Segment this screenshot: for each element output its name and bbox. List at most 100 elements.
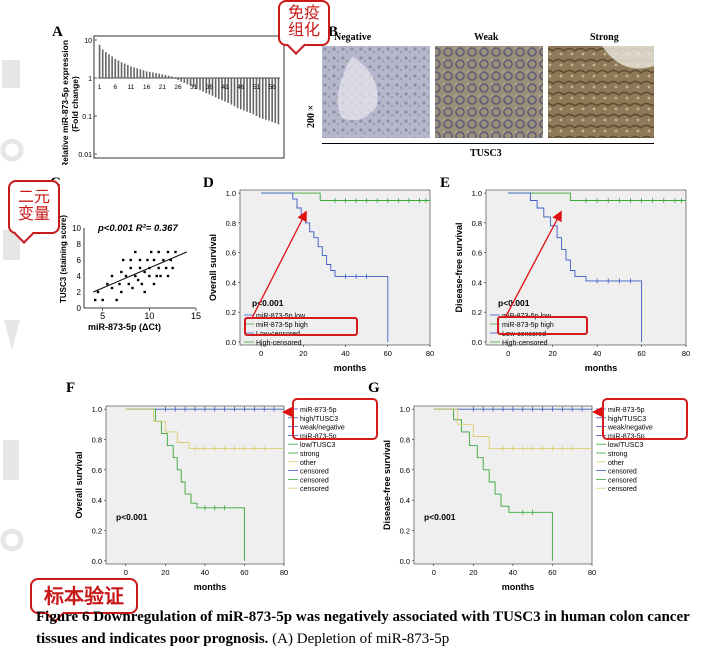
km-xtick: 60 <box>384 349 392 358</box>
panel-a-xtick: 51 <box>253 84 261 91</box>
km-xtick: 0 <box>259 349 263 358</box>
panel-a-xtick: 11 <box>128 84 135 91</box>
km-ytick: 1.0 <box>92 405 102 414</box>
km-ytick: 0.4 <box>400 496 410 505</box>
panel-c-ylabel: TUSC3 (staining score) <box>59 215 68 303</box>
panel-c-point <box>164 266 168 270</box>
km-line-green <box>508 192 686 201</box>
km-xtick: 80 <box>682 349 690 358</box>
panel-c-point <box>120 270 123 274</box>
panel-c-point <box>101 298 104 302</box>
km-plot-area <box>413 405 593 565</box>
km-ytick: 0.0 <box>400 557 410 566</box>
panel-b-images <box>322 46 654 138</box>
panel-a-xtick: 31 <box>190 84 198 91</box>
panel-b-col-strong: Strong <box>590 32 619 43</box>
panel-a-ytick: 0.1 <box>82 114 92 121</box>
panel-c-point <box>96 290 100 294</box>
km-ylabel: Disease-free survival <box>382 440 392 530</box>
km-legend-item: High-censored <box>502 340 548 347</box>
km-ytick: 0.4 <box>226 278 236 287</box>
km-legend-item: miR-873-5p <box>608 433 645 440</box>
panel-a-xtick: 21 <box>159 84 167 91</box>
panel-a-xtick: 16 <box>143 84 151 91</box>
km-xtick: 40 <box>341 349 349 358</box>
km-pvalue: p<0.001 <box>252 298 284 308</box>
panel-c-point <box>127 282 130 286</box>
panel-c-point <box>157 250 160 254</box>
km-ytick: 1.0 <box>226 189 236 198</box>
panel-b-label: B <box>328 24 339 40</box>
ihc-image-weak <box>435 46 543 138</box>
km-xtick: 20 <box>299 349 307 358</box>
panel-a-xtick: 56 <box>269 84 277 91</box>
km-plot-area <box>239 189 431 346</box>
panel-c-point <box>143 270 146 274</box>
km-ytick: 0.6 <box>92 466 102 475</box>
panel-c-point <box>110 286 114 290</box>
km-xtick: 60 <box>637 349 645 358</box>
km-line-green <box>125 408 245 561</box>
panel-a-xtick: 36 <box>206 84 214 91</box>
km-xtick: 60 <box>548 568 556 577</box>
km-ytick: 0.0 <box>92 557 102 566</box>
km-legend-item: censored <box>608 469 637 476</box>
panel-c-ytick: 2 <box>77 288 82 297</box>
km-legend-item: low/TUSC3 <box>300 442 336 449</box>
km-legend-item: miR-873-5p <box>300 407 337 414</box>
km-xtick: 80 <box>280 568 288 577</box>
panel-c-point <box>129 258 132 262</box>
figure-caption: Figure 6 Downregulation of miR-873-5p wa… <box>36 606 696 650</box>
km-plot-area <box>105 405 285 565</box>
panel-c-point <box>136 278 140 282</box>
km-ytick: 0.4 <box>92 496 102 505</box>
panel-b-xlabel: TUSC3 <box>470 148 502 159</box>
panel-a-xtick: 6 <box>113 84 117 91</box>
km-ylabel: Overall survival <box>208 234 218 301</box>
km-legend-item: censored <box>300 477 329 484</box>
panel-a-label: A <box>52 24 63 40</box>
panel-a-xtick: 1 <box>98 84 102 91</box>
km-xtick: 40 <box>509 568 517 577</box>
panel-c-point <box>174 250 177 254</box>
km-ytick: 0.6 <box>226 249 236 258</box>
km-xtick: 40 <box>201 568 209 577</box>
callout-immuno: 免疫 组化 <box>278 0 330 46</box>
km-ytick: 0.8 <box>400 435 410 444</box>
panel-a-xtick: 46 <box>237 84 245 91</box>
km-legend-item: censored <box>608 486 637 493</box>
panel-c-ytick: 6 <box>77 256 82 265</box>
km-xlabel: months <box>585 363 618 373</box>
caption-normal: (A) Depletion of miR-873-5p <box>268 631 450 647</box>
watermark-strip <box>0 60 24 552</box>
panel-a-ytick: 1 <box>88 76 92 83</box>
panel-c-point <box>146 258 149 262</box>
panel-c-plot: 5 10 15 0 2 4 6 8 10 <box>72 224 201 321</box>
panel-c-chart: p<0.001 R²= 0.367 TUSC3 (staining score)… <box>59 215 201 332</box>
km-legend-item: other <box>608 460 625 467</box>
km-xlabel: months <box>334 363 367 373</box>
km-ytick: 0.8 <box>226 219 236 228</box>
panel-b-col-negative: Negative <box>334 32 372 43</box>
km-xtick: 80 <box>426 349 434 358</box>
km-legend-item: strong <box>608 451 628 458</box>
panel-c-point <box>110 274 114 278</box>
panel-a-ytick: 0.01 <box>78 152 92 159</box>
km-xlabel: months <box>194 582 227 592</box>
km-xtick: 0 <box>506 349 510 358</box>
panel-c-ytick: 8 <box>77 240 82 249</box>
panel-c-xlabel: miR-873-5p (ΔCt) <box>88 322 161 332</box>
panel-a-xticks: 1 6 11 16 21 26 31 36 41 46 51 56 <box>98 84 276 91</box>
panel-c-point <box>122 258 125 262</box>
panel-d-label: D <box>203 175 214 191</box>
km-pvalue: p<0.001 <box>116 512 148 522</box>
panel-c-stats: p<0.001 R²= 0.367 <box>97 223 178 234</box>
panel-c-point <box>157 266 160 270</box>
km-pvalue: p<0.001 <box>498 298 530 308</box>
km-ytick: 0.0 <box>472 338 482 347</box>
panel-c-point <box>134 274 137 278</box>
km-ytick: 0.2 <box>226 308 236 317</box>
km-ytick: 0.0 <box>226 338 236 347</box>
km-ytick: 0.6 <box>400 466 410 475</box>
panel-c-fit-line <box>93 251 187 293</box>
